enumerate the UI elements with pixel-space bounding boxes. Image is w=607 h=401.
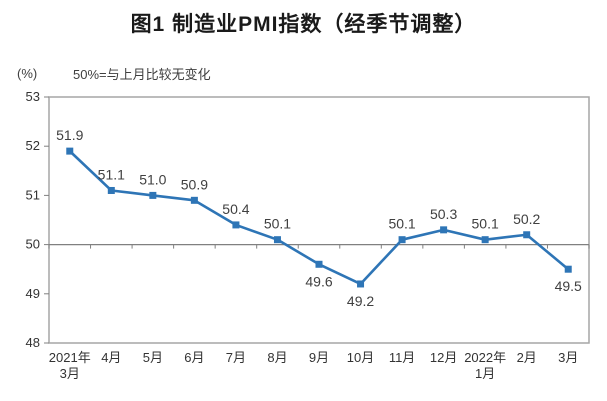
data-label: 49.5 [555, 278, 582, 294]
data-point-marker [398, 236, 406, 244]
data-label: 50.9 [181, 176, 208, 192]
data-point-marker [149, 191, 157, 199]
x-axis-label: 2021年 3月 [49, 350, 91, 381]
x-axis-label: 3月 [558, 350, 578, 365]
x-axis-label: 6月 [184, 350, 204, 365]
data-label: 50.3 [430, 206, 457, 222]
data-point-marker [440, 226, 448, 234]
y-axis-unit-label: (%) [17, 66, 38, 81]
x-axis-label: 12月 [430, 350, 457, 365]
data-label: 51.9 [56, 127, 83, 143]
x-axis-label: 5月 [143, 350, 163, 365]
reference-line-note: 50%=与上月比较无变化 [73, 67, 211, 82]
y-axis-tick-label: 50 [26, 237, 40, 252]
data-point-marker [564, 265, 572, 273]
data-label: 50.1 [388, 216, 415, 232]
data-point-marker [523, 231, 531, 239]
data-point-marker [481, 236, 489, 244]
data-label: 50.1 [472, 216, 499, 232]
data-label: 50.2 [513, 211, 540, 227]
x-axis-label: 8月 [267, 350, 287, 365]
data-point-marker [357, 280, 365, 288]
data-point-marker [273, 236, 281, 244]
x-axis-label: 11月 [389, 350, 416, 365]
data-label: 51.0 [139, 171, 166, 187]
chart-title: 图1 制造业PMI指数（经季节调整） [130, 13, 477, 36]
x-axis-label: 7月 [226, 350, 246, 365]
y-axis-tick-label: 53 [26, 89, 40, 104]
data-point-marker [315, 260, 323, 268]
y-axis-tick-label: 51 [26, 187, 40, 202]
plot-area-border [48, 96, 590, 344]
data-point-marker [107, 186, 115, 194]
data-label: 50.4 [222, 201, 249, 217]
x-axis-label: 9月 [309, 350, 329, 365]
data-label: 51.1 [98, 166, 125, 182]
y-axis-tick-label: 48 [26, 335, 40, 350]
data-label: 49.2 [347, 293, 374, 309]
x-axis-label: 2月 [517, 350, 537, 365]
x-axis-label: 2022年 1月 [464, 350, 506, 381]
data-point-marker [66, 147, 74, 155]
x-axis-label: 10月 [347, 350, 374, 365]
x-axis-label: 4月 [101, 350, 121, 365]
y-axis-tick-label: 49 [26, 286, 40, 301]
data-point-marker [232, 221, 240, 229]
data-label: 49.6 [305, 273, 332, 289]
y-axis-tick-label: 52 [26, 138, 40, 153]
data-label: 50.1 [264, 216, 291, 232]
data-point-marker [190, 196, 198, 204]
